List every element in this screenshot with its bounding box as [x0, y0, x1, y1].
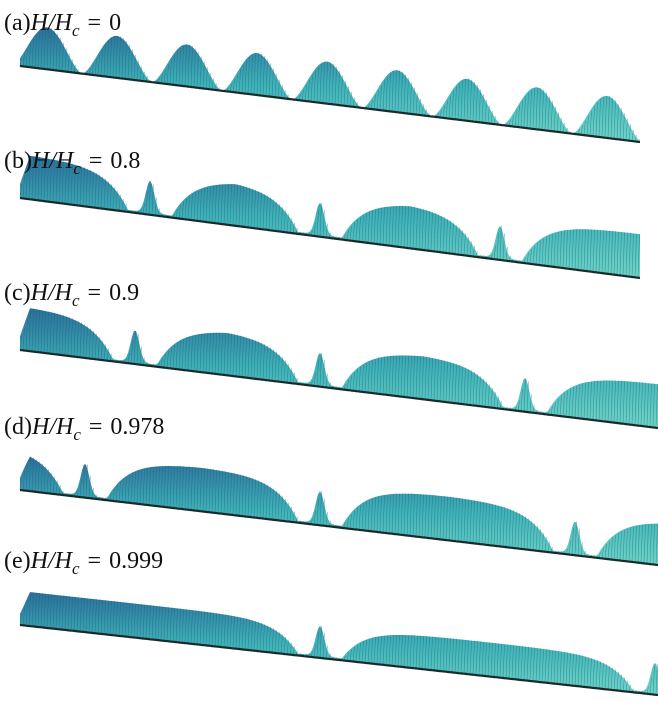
figure: (a)H/Hc=0(b)H/Hc=0.8(c)H/Hc=0.9(d)H/Hc=0… [0, 0, 658, 709]
subscript: c [72, 291, 80, 310]
equals: = [88, 280, 102, 306]
subscript: c [72, 21, 80, 40]
panel-value: 0.8 [110, 148, 140, 174]
subscript: c [72, 559, 80, 578]
ribbon [20, 156, 640, 278]
panel-label: (c)H/Hc = 0.9 [4, 280, 139, 310]
ribbon [20, 27, 640, 142]
equals: = [88, 10, 102, 36]
panel-label: (b)H/Hc = 0.8 [4, 148, 140, 178]
panel-value: 0 [109, 10, 121, 36]
panel-tag: (c) [4, 280, 31, 306]
equals: = [89, 148, 103, 174]
subscript: c [73, 159, 81, 178]
variable: H/H [30, 280, 74, 306]
ribbon [20, 592, 658, 695]
panel-tag: (a) [4, 10, 31, 36]
ribbon [20, 308, 658, 428]
panel: (c)H/Hc = 0.9 [4, 280, 658, 428]
panel: (a)H/Hc = 0 [4, 10, 640, 142]
equals: = [88, 548, 102, 574]
variable: H/H [30, 548, 74, 574]
equals: = [89, 414, 103, 440]
variable: H/H [31, 414, 75, 440]
panel-label: (d)H/Hc = 0.978 [4, 414, 164, 444]
panel-value: 0.978 [110, 414, 164, 440]
panel-label: (e)H/Hc = 0.999 [4, 548, 163, 578]
panel-tag: (b) [4, 148, 32, 174]
variable: H/H [31, 148, 75, 174]
panel-tag: (d) [4, 414, 32, 440]
panel: (b)H/Hc = 0.8 [4, 148, 640, 278]
subscript: c [73, 425, 81, 444]
panel-label: (a)H/Hc = 0 [4, 10, 121, 40]
panel-value: 0.9 [109, 280, 139, 306]
panel: (e)H/Hc = 0.999 [4, 548, 658, 695]
panel-tag: (e) [4, 548, 31, 574]
panel: (d)H/Hc = 0.978 [4, 414, 658, 565]
panel-value: 0.999 [109, 548, 163, 574]
variable: H/H [30, 10, 74, 36]
